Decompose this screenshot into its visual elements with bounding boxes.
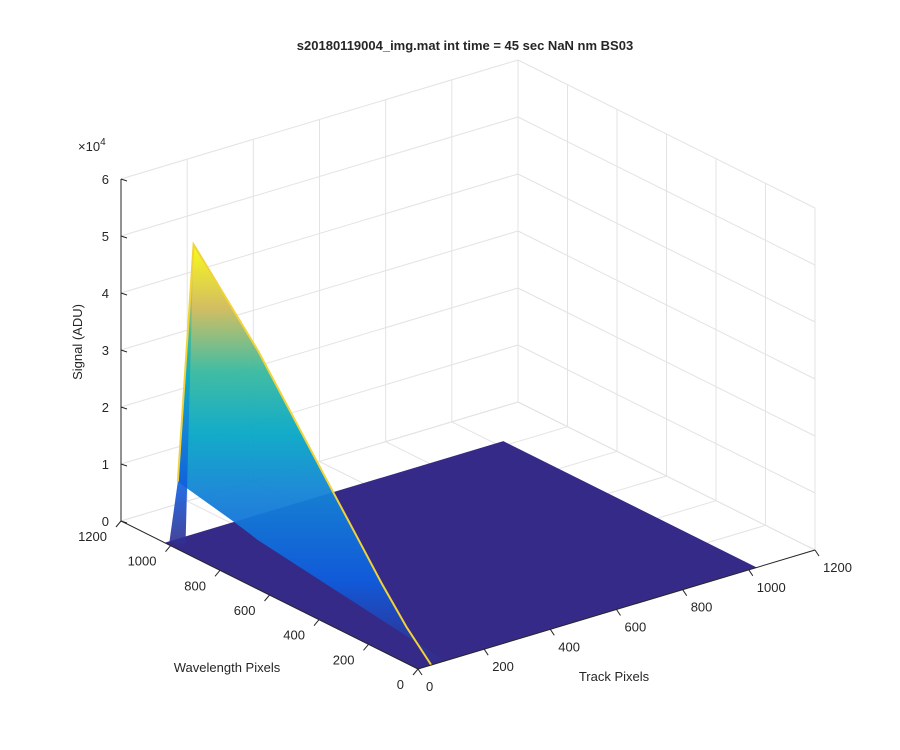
y-tick-mark <box>115 520 122 528</box>
x-tick-mark <box>616 609 621 616</box>
x-tick-mark <box>814 549 820 557</box>
z-tick-label: 5 <box>102 229 109 244</box>
x-tick-label: 400 <box>558 639 580 654</box>
y-tick-label: 1000 <box>128 554 157 569</box>
y-tick-mark <box>264 594 270 602</box>
z-tick-label: 4 <box>102 286 109 301</box>
y-tick-label: 800 <box>184 578 206 593</box>
z-axis-label: Signal (ADU) <box>70 304 85 380</box>
z-tick-label: 6 <box>102 172 109 187</box>
y-tick-label: 400 <box>283 628 305 643</box>
x-tick-mark <box>417 668 423 676</box>
x-tick-mark <box>682 589 688 596</box>
grid-line <box>517 401 816 551</box>
y-tick-mark <box>214 569 221 577</box>
z-tick-mark <box>120 406 128 410</box>
x-tick-mark <box>483 648 489 656</box>
x-tick-label: 200 <box>492 659 514 674</box>
surface-ridge-face <box>177 244 446 665</box>
y-tick-mark <box>313 619 320 627</box>
y-tick-mark <box>165 545 171 553</box>
x-tick-mark <box>549 629 555 636</box>
y-axis-tick-labels: 0 200 400 600 800 1000 1200 <box>78 520 419 692</box>
y-tick-label: 1200 <box>78 529 107 544</box>
grid-line <box>120 401 519 522</box>
x-tick-mark <box>748 569 754 577</box>
z-tick-mark <box>120 292 128 296</box>
y-tick-label: 600 <box>234 603 256 618</box>
surface-ridge-crest <box>176 241 433 666</box>
z-tick-label: 2 <box>102 400 109 415</box>
y-tick-mark <box>412 668 419 676</box>
surface-floor <box>164 441 757 669</box>
y-tick-mark <box>363 643 369 651</box>
x-tick-label: 800 <box>691 600 713 615</box>
z-axis-tick-labels: 0 1 2 3 4 5 6 <box>102 172 128 529</box>
y-tick-label: 0 <box>397 677 404 692</box>
z-tick-mark <box>120 463 128 467</box>
surface-layer <box>164 241 757 669</box>
z-tick-label: 0 <box>102 514 109 529</box>
x-tick-label: 0 <box>426 679 433 694</box>
x-tick-label: 600 <box>625 620 647 635</box>
z-tick-mark <box>120 520 128 524</box>
x-tick-label: 1000 <box>757 580 786 595</box>
y-axis-label: Wavelength Pixels <box>174 660 281 675</box>
z-exponent-label: ×104 <box>78 137 106 154</box>
z-tick-label: 1 <box>102 457 109 472</box>
z-tick-mark <box>120 178 128 182</box>
z-tick-label: 3 <box>102 343 109 358</box>
x-axis-label: Track Pixels <box>579 669 650 684</box>
y-tick-label: 200 <box>333 652 355 667</box>
x-tick-label: 1200 <box>823 560 852 575</box>
x-axis-tick-labels: 0 200 400 600 800 1000 1200 <box>417 549 852 694</box>
chart-title: s20180119004_img.mat int time = 45 sec N… <box>297 38 633 53</box>
surface-ridge-rear <box>169 244 194 550</box>
z-tick-mark <box>120 235 128 239</box>
z-tick-mark <box>120 349 128 353</box>
